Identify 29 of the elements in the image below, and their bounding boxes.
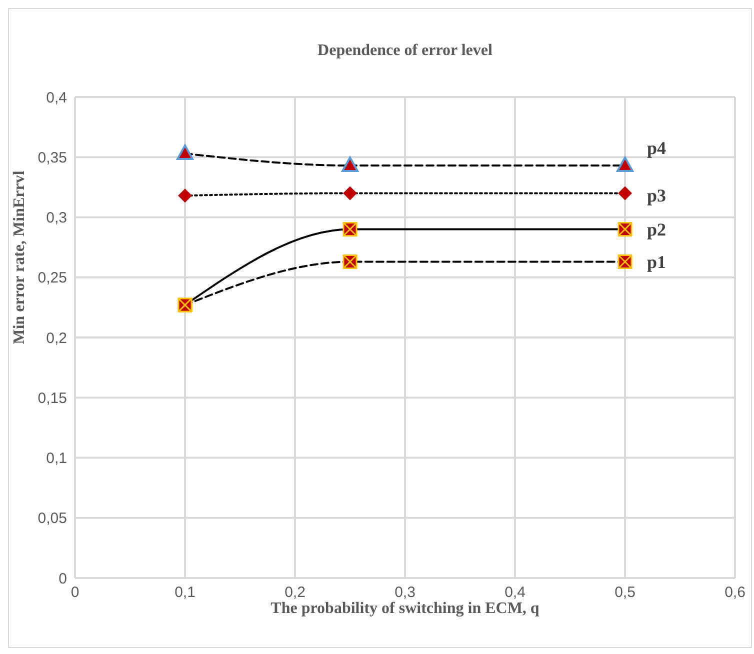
x-tick-label: 0,2 xyxy=(284,584,306,601)
x-tick-label: 0,6 xyxy=(724,584,746,601)
y-axis-title: Min error rate, MinErrvl xyxy=(11,170,28,344)
x-tick-label: 0 xyxy=(70,584,80,601)
y-tick-label: 0,3 xyxy=(46,210,67,226)
x-tick-label: 0,1 xyxy=(174,584,196,601)
y-tick-label: 0,05 xyxy=(38,510,67,528)
point xyxy=(343,186,357,200)
y-tick-label: 0,4 xyxy=(46,89,67,106)
series-label: p4 xyxy=(647,138,666,158)
y-tick-label: 0,15 xyxy=(38,390,67,407)
y-tick-label: 0,35 xyxy=(38,149,67,166)
series-label: p2 xyxy=(647,220,666,240)
y-tick-label: 0,2 xyxy=(46,330,67,347)
series-label: p1 xyxy=(647,252,666,272)
y-tick-label: 0,25 xyxy=(38,270,67,287)
chart-title: Dependence of error level xyxy=(318,42,494,59)
point xyxy=(178,188,192,203)
series-label: p3 xyxy=(647,186,666,206)
point xyxy=(342,156,358,172)
point xyxy=(618,186,632,200)
y-tick-label: 0 xyxy=(58,570,67,588)
x-tick-label: 0,4 xyxy=(504,584,526,601)
x-tick-label: 0,3 xyxy=(394,584,416,601)
point xyxy=(176,144,194,160)
y-tick-label: 0,1 xyxy=(46,450,67,467)
x-tick-label: 0,5 xyxy=(614,584,636,601)
point xyxy=(616,156,634,172)
x-axis-title: The probability of switching in ECM, q xyxy=(270,600,540,617)
